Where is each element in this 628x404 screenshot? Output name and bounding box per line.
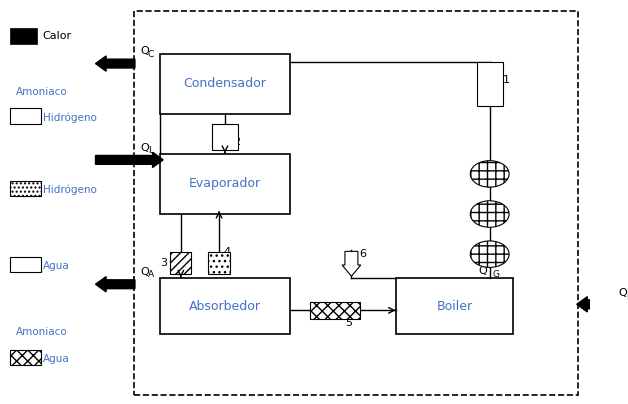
Text: Calor: Calor bbox=[43, 31, 72, 41]
Text: Boiler: Boiler bbox=[436, 300, 472, 313]
Bar bbox=[170, 252, 192, 274]
Text: 5: 5 bbox=[345, 318, 352, 328]
Bar bbox=[10, 28, 36, 44]
Bar bbox=[10, 181, 41, 196]
Text: Q: Q bbox=[618, 288, 627, 298]
Text: 3: 3 bbox=[160, 258, 167, 268]
Circle shape bbox=[470, 161, 509, 187]
Text: Evaporador: Evaporador bbox=[189, 177, 261, 190]
Text: C: C bbox=[148, 50, 154, 59]
Text: 4: 4 bbox=[224, 247, 231, 257]
Bar bbox=[477, 61, 502, 106]
Text: Hidrógeno: Hidrógeno bbox=[43, 112, 97, 123]
Text: 1: 1 bbox=[502, 75, 509, 84]
Bar bbox=[10, 257, 41, 272]
Bar bbox=[310, 302, 360, 319]
FancyArrow shape bbox=[342, 251, 361, 276]
Text: Condensador: Condensador bbox=[183, 77, 266, 90]
FancyArrow shape bbox=[95, 56, 135, 71]
Text: Hidrógeno: Hidrógeno bbox=[43, 185, 97, 195]
Text: Agua: Agua bbox=[43, 261, 70, 271]
Text: Agua: Agua bbox=[43, 354, 70, 364]
Bar bbox=[160, 54, 290, 114]
Bar bbox=[208, 252, 230, 274]
Text: H: H bbox=[626, 293, 628, 302]
Text: Q: Q bbox=[140, 143, 149, 153]
Circle shape bbox=[470, 241, 509, 267]
Text: 2: 2 bbox=[233, 137, 241, 147]
FancyArrow shape bbox=[577, 297, 616, 312]
Text: A: A bbox=[148, 270, 154, 280]
Text: Q: Q bbox=[140, 267, 149, 277]
FancyArrow shape bbox=[95, 152, 163, 168]
Text: L: L bbox=[148, 146, 153, 155]
Text: Amoniaco: Amoniaco bbox=[16, 327, 67, 337]
Bar bbox=[10, 350, 41, 365]
Text: 6: 6 bbox=[360, 249, 367, 259]
Text: Q: Q bbox=[140, 46, 149, 56]
Bar bbox=[396, 278, 513, 335]
Circle shape bbox=[470, 201, 509, 227]
Bar bbox=[10, 108, 41, 124]
Bar bbox=[160, 154, 290, 214]
Text: G: G bbox=[492, 270, 500, 280]
Bar bbox=[134, 11, 578, 395]
Text: Q: Q bbox=[478, 266, 487, 276]
Text: Absorbedor: Absorbedor bbox=[189, 300, 261, 313]
Text: Amoniaco: Amoniaco bbox=[16, 87, 67, 97]
Bar bbox=[212, 124, 238, 150]
Bar bbox=[160, 278, 290, 335]
FancyArrow shape bbox=[95, 277, 135, 292]
